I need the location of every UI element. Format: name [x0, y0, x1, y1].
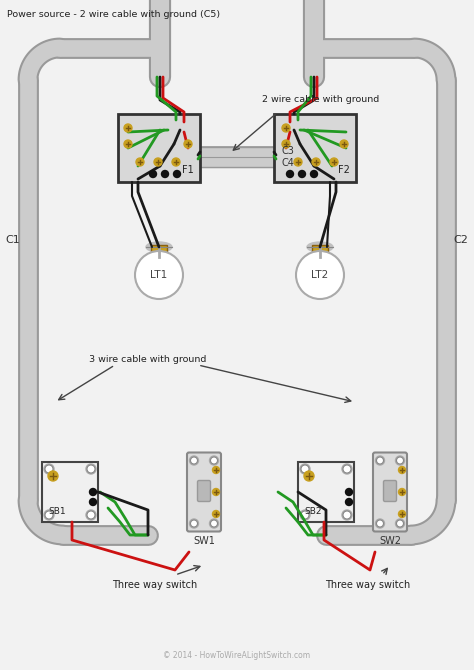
- Circle shape: [396, 520, 403, 527]
- Text: SB1: SB1: [48, 507, 65, 516]
- Text: F1: F1: [182, 165, 194, 175]
- Circle shape: [300, 510, 310, 520]
- Circle shape: [136, 158, 144, 166]
- Circle shape: [212, 511, 219, 517]
- Text: C4: C4: [282, 158, 295, 168]
- Circle shape: [301, 511, 309, 519]
- Text: SW1: SW1: [193, 537, 215, 547]
- Circle shape: [210, 456, 219, 465]
- Circle shape: [286, 170, 293, 178]
- Circle shape: [343, 465, 351, 473]
- Circle shape: [173, 170, 181, 178]
- Circle shape: [191, 520, 198, 527]
- FancyBboxPatch shape: [42, 462, 98, 522]
- Circle shape: [190, 456, 199, 465]
- Circle shape: [346, 498, 353, 505]
- Circle shape: [210, 457, 218, 464]
- Circle shape: [162, 170, 168, 178]
- Circle shape: [154, 158, 162, 166]
- Circle shape: [90, 498, 97, 505]
- FancyBboxPatch shape: [312, 245, 328, 257]
- Circle shape: [376, 520, 383, 527]
- Circle shape: [124, 140, 132, 148]
- Text: LT1: LT1: [150, 270, 168, 280]
- Circle shape: [296, 251, 344, 299]
- Circle shape: [282, 140, 290, 148]
- Circle shape: [399, 488, 405, 496]
- Text: 2 wire cable with ground: 2 wire cable with ground: [262, 96, 379, 105]
- Circle shape: [190, 519, 199, 528]
- Circle shape: [342, 510, 352, 520]
- FancyBboxPatch shape: [383, 480, 396, 502]
- Text: C2: C2: [454, 235, 468, 245]
- Text: LT2: LT2: [311, 270, 328, 280]
- Circle shape: [301, 465, 309, 473]
- Circle shape: [87, 465, 95, 473]
- Circle shape: [87, 511, 95, 519]
- Circle shape: [346, 488, 353, 496]
- Circle shape: [304, 471, 314, 481]
- Circle shape: [294, 158, 302, 166]
- FancyBboxPatch shape: [373, 452, 407, 531]
- Circle shape: [299, 170, 306, 178]
- Text: © 2014 - HowToWireALightSwitch.com: © 2014 - HowToWireALightSwitch.com: [164, 651, 310, 661]
- Ellipse shape: [146, 242, 172, 252]
- Circle shape: [172, 158, 180, 166]
- Circle shape: [399, 466, 405, 474]
- Circle shape: [191, 457, 198, 464]
- Circle shape: [212, 488, 219, 496]
- Circle shape: [44, 510, 54, 520]
- Text: Three way switch: Three way switch: [325, 580, 410, 590]
- Circle shape: [210, 520, 218, 527]
- FancyBboxPatch shape: [118, 114, 200, 182]
- Circle shape: [45, 511, 53, 519]
- FancyBboxPatch shape: [298, 462, 354, 522]
- Circle shape: [124, 124, 132, 132]
- Circle shape: [375, 519, 384, 528]
- Circle shape: [340, 140, 348, 148]
- Circle shape: [399, 511, 405, 517]
- Text: C3: C3: [282, 146, 295, 156]
- Circle shape: [149, 170, 156, 178]
- Circle shape: [375, 456, 384, 465]
- Circle shape: [300, 464, 310, 474]
- Circle shape: [212, 466, 219, 474]
- Circle shape: [396, 457, 403, 464]
- Circle shape: [90, 488, 97, 496]
- Circle shape: [376, 457, 383, 464]
- FancyBboxPatch shape: [187, 452, 221, 531]
- Text: SW2: SW2: [379, 537, 401, 547]
- Ellipse shape: [307, 242, 333, 252]
- Circle shape: [86, 464, 96, 474]
- FancyBboxPatch shape: [198, 480, 210, 502]
- Circle shape: [312, 158, 320, 166]
- Circle shape: [184, 140, 192, 148]
- Circle shape: [135, 251, 183, 299]
- Circle shape: [342, 464, 352, 474]
- Text: Three way switch: Three way switch: [112, 580, 198, 590]
- Circle shape: [395, 456, 404, 465]
- Circle shape: [395, 519, 404, 528]
- Text: 3 wire cable with ground: 3 wire cable with ground: [89, 356, 207, 364]
- Circle shape: [48, 471, 58, 481]
- Circle shape: [343, 511, 351, 519]
- Text: SB2: SB2: [304, 507, 321, 516]
- Circle shape: [282, 124, 290, 132]
- Circle shape: [86, 510, 96, 520]
- Text: F2: F2: [338, 165, 350, 175]
- FancyBboxPatch shape: [274, 114, 356, 182]
- Circle shape: [310, 170, 318, 178]
- FancyBboxPatch shape: [151, 245, 167, 257]
- Text: C1: C1: [6, 235, 20, 245]
- Circle shape: [44, 464, 54, 474]
- Circle shape: [210, 519, 219, 528]
- Circle shape: [330, 158, 338, 166]
- Text: Power source - 2 wire cable with ground (C5): Power source - 2 wire cable with ground …: [7, 10, 220, 19]
- Circle shape: [45, 465, 53, 473]
